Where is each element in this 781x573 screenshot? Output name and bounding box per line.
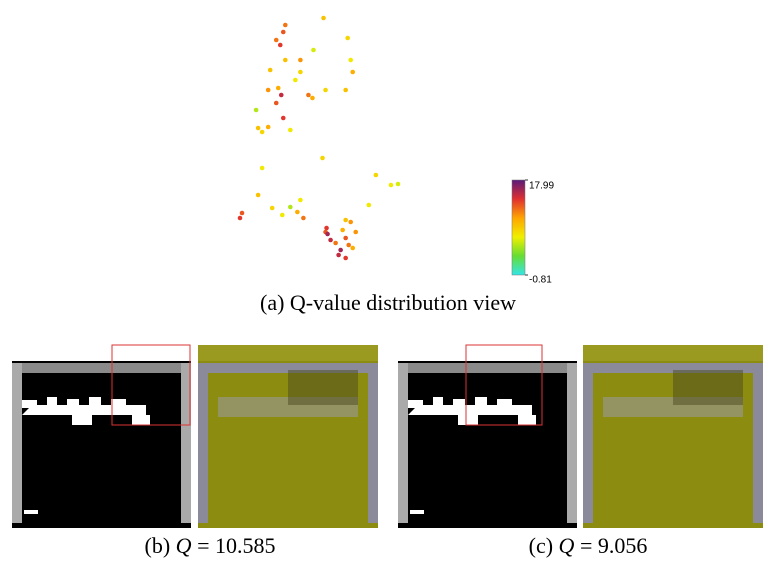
point: [348, 57, 354, 63]
colorbar: [511, 179, 526, 276]
point: [259, 165, 265, 171]
point: [267, 67, 273, 73]
point: [280, 115, 286, 121]
point: [346, 242, 351, 248]
point: [269, 205, 275, 211]
point: [237, 215, 243, 221]
caption: (b) Q = 10.585: [145, 533, 276, 559]
point: [310, 95, 315, 101]
point: [353, 229, 359, 235]
point: [298, 197, 303, 203]
point: [275, 85, 281, 91]
caption-part: = 9.056: [574, 533, 648, 558]
point: [343, 255, 348, 261]
point: [282, 57, 288, 63]
point: [259, 129, 265, 135]
symbol: Q: [175, 533, 192, 558]
point: [253, 107, 259, 113]
point: [239, 210, 245, 216]
point: [265, 124, 271, 130]
point: [293, 77, 298, 83]
point: [288, 204, 293, 210]
point: [338, 247, 343, 253]
point: [255, 192, 261, 198]
point: [301, 215, 306, 221]
point: [323, 87, 328, 93]
point: [324, 225, 329, 231]
point: [311, 47, 316, 53]
point: [350, 69, 356, 75]
point: [328, 237, 333, 243]
colorbar-label: 17.99: [529, 181, 554, 192]
symbol: Q: [558, 533, 575, 558]
point: [273, 37, 279, 43]
point: [343, 217, 348, 223]
point: [366, 202, 372, 208]
point: [278, 92, 284, 98]
point: [340, 227, 345, 233]
point: [282, 22, 288, 28]
point: [280, 29, 286, 35]
point: [325, 231, 330, 237]
point: [388, 182, 394, 188]
point: [343, 87, 348, 93]
point: [395, 181, 401, 187]
point: [343, 235, 348, 241]
point: [336, 252, 341, 258]
caption: (a) Q-value distribution view: [260, 290, 516, 315]
point: [277, 42, 283, 48]
point: [298, 69, 303, 75]
point: [320, 155, 325, 161]
caption-part: = 10.585: [191, 533, 276, 558]
point: [350, 245, 356, 251]
caption: (c) Q = 9.056: [529, 533, 648, 559]
point: [373, 172, 379, 178]
point: [295, 209, 300, 215]
colorbar-label: -0.81: [529, 275, 552, 286]
point: [306, 92, 311, 98]
caption-part: (c): [528, 533, 559, 558]
point: [348, 219, 354, 225]
point: [321, 15, 326, 21]
caption-part: (b): [144, 533, 176, 558]
point: [345, 35, 350, 41]
point: [298, 57, 303, 63]
point: [265, 87, 271, 93]
point: [288, 127, 293, 133]
point: [279, 212, 285, 218]
point: [273, 100, 279, 106]
point: [255, 125, 261, 131]
point: [333, 240, 338, 246]
